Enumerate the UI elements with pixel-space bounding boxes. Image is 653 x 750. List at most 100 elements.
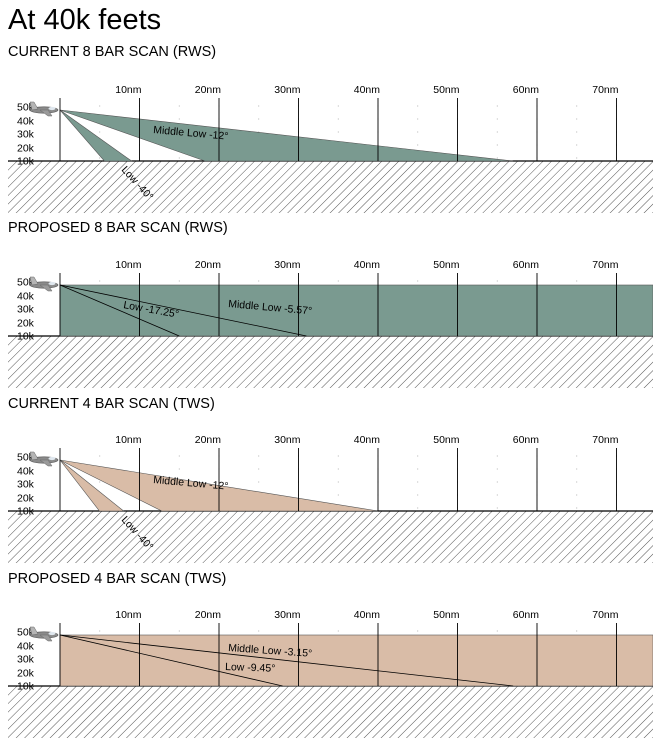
grid-dot bbox=[178, 455, 180, 457]
grid-dot bbox=[496, 131, 498, 133]
panel-title-current-4-bar-tws: CURRENT 4 BAR SCAN (TWS) bbox=[8, 396, 215, 412]
grid-dot bbox=[258, 630, 260, 632]
distance-label: 60nm bbox=[513, 609, 540, 621]
grid-dot bbox=[99, 481, 101, 483]
altitude-label: 30k bbox=[17, 654, 35, 666]
distance-label: 70nm bbox=[592, 84, 619, 96]
canopy bbox=[48, 106, 56, 111]
beam-line-middle-low bbox=[59, 284, 307, 337]
altitude-label: 10k bbox=[17, 506, 35, 518]
grid-dot bbox=[337, 494, 339, 496]
distance-label: 60nm bbox=[513, 259, 540, 271]
grid-dot bbox=[337, 468, 339, 470]
grid-dot bbox=[417, 481, 419, 483]
altitude-label: 30k bbox=[17, 129, 35, 141]
grid-dot bbox=[496, 157, 498, 159]
distance-label: 20nm bbox=[195, 434, 222, 446]
distance-label: 50nm bbox=[433, 609, 460, 621]
altitude-label: 40k bbox=[17, 466, 35, 478]
altitude-label: 10k bbox=[17, 331, 35, 343]
grid-dot bbox=[417, 468, 419, 470]
grid-dot bbox=[417, 494, 419, 496]
grid-dot bbox=[417, 144, 419, 146]
grid-dot bbox=[576, 481, 578, 483]
wing bbox=[39, 634, 53, 642]
grid-dot bbox=[99, 630, 101, 632]
grid-dot bbox=[496, 118, 498, 120]
grid-dot bbox=[576, 280, 578, 282]
wing bbox=[39, 284, 53, 292]
grid-dot bbox=[417, 507, 419, 509]
altitude-label: 40k bbox=[17, 291, 35, 303]
fighter-jet-icon bbox=[29, 101, 59, 117]
distance-label: 40nm bbox=[354, 259, 381, 271]
grid-dot bbox=[496, 468, 498, 470]
grid-dot bbox=[576, 105, 578, 107]
altitude-label: 20k bbox=[17, 493, 35, 505]
grid-dot bbox=[178, 105, 180, 107]
distance-label: 70nm bbox=[592, 434, 619, 446]
grid-dot bbox=[496, 455, 498, 457]
grid-dot bbox=[576, 494, 578, 496]
scan-coverage-area bbox=[59, 634, 653, 687]
altitude-label: 10k bbox=[17, 156, 35, 168]
grid-dot bbox=[99, 131, 101, 133]
grid-dot bbox=[258, 280, 260, 282]
wing bbox=[39, 459, 53, 467]
grid-dot bbox=[576, 131, 578, 133]
altitude-label: 20k bbox=[17, 143, 35, 155]
grid-dot bbox=[417, 630, 419, 632]
altitude-label: 30k bbox=[17, 479, 35, 491]
distance-label: 40nm bbox=[354, 609, 381, 621]
page-title: At 40k feets bbox=[8, 4, 162, 36]
grid-dot bbox=[496, 144, 498, 146]
altitude-label: 40k bbox=[17, 641, 35, 653]
grid-dot bbox=[576, 630, 578, 632]
tail-fin bbox=[29, 451, 39, 461]
grid-dot bbox=[99, 280, 101, 282]
grid-dot bbox=[337, 455, 339, 457]
grid-dot bbox=[258, 118, 260, 120]
grid-dot bbox=[178, 468, 180, 470]
scan-wedge-low bbox=[59, 109, 133, 162]
distance-label: 20nm bbox=[195, 259, 222, 271]
altitude-label: 20k bbox=[17, 318, 35, 330]
ground-hatch bbox=[8, 511, 653, 563]
grid-dot bbox=[258, 468, 260, 470]
distance-label: 50nm bbox=[433, 259, 460, 271]
grid-dot bbox=[417, 131, 419, 133]
distance-label: 30nm bbox=[274, 434, 301, 446]
distance-label: 70nm bbox=[592, 259, 619, 271]
panel-title-proposed-4-bar-tws: PROPOSED 4 BAR SCAN (TWS) bbox=[8, 571, 227, 587]
grid-dot bbox=[178, 118, 180, 120]
altitude-label: 20k bbox=[17, 668, 35, 680]
distance-label: 50nm bbox=[433, 434, 460, 446]
ground-hatch bbox=[8, 161, 653, 213]
grid-dot bbox=[258, 481, 260, 483]
grid-dot bbox=[337, 118, 339, 120]
ground-hatch bbox=[8, 686, 653, 738]
grid-dot bbox=[576, 144, 578, 146]
grid-dot bbox=[99, 105, 101, 107]
fighter-jet-icon bbox=[29, 451, 59, 467]
grid-dot bbox=[576, 455, 578, 457]
grid-dot bbox=[496, 507, 498, 509]
grid-dot bbox=[99, 455, 101, 457]
grid-dot bbox=[496, 105, 498, 107]
panel-title-current-8-bar-rws: CURRENT 8 BAR SCAN (RWS) bbox=[8, 44, 217, 60]
beam-label-low: Low -9.45° bbox=[225, 661, 276, 675]
panel-title-proposed-8-bar-rws: PROPOSED 8 BAR SCAN (RWS) bbox=[8, 220, 228, 236]
beam-line-low bbox=[59, 284, 180, 337]
grid-dot bbox=[496, 481, 498, 483]
grid-dot bbox=[417, 118, 419, 120]
altitude-label: 10k bbox=[17, 681, 35, 693]
grid-dot bbox=[576, 468, 578, 470]
grid-dot bbox=[258, 455, 260, 457]
grid-dot bbox=[576, 118, 578, 120]
grid-dot bbox=[337, 630, 339, 632]
grid-dot bbox=[337, 131, 339, 133]
fighter-jet-icon bbox=[29, 626, 59, 642]
